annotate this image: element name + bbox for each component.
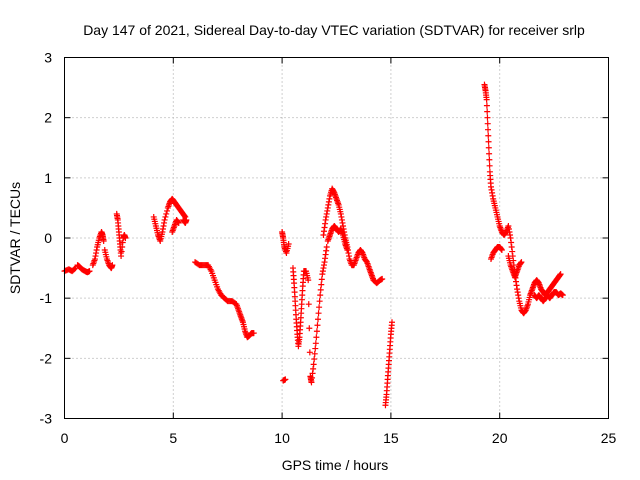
chart-title: Day 147 of 2021, Sidereal Day-to-day VTE… [83, 22, 585, 38]
data-point [305, 301, 312, 308]
x-tick-label: 0 [61, 430, 69, 446]
x-axis-label: GPS time / hours [282, 457, 389, 473]
data-point [485, 126, 492, 133]
data-point [306, 325, 313, 332]
data-point [86, 268, 93, 275]
data-point [317, 292, 324, 299]
data-point [100, 238, 107, 245]
data-point [175, 219, 182, 226]
data-point [518, 259, 525, 266]
data-points [61, 81, 566, 409]
y-tick-labels: -3 -2 -1 0 1 2 3 [40, 50, 53, 427]
data-point [498, 247, 505, 254]
data-point [483, 102, 490, 109]
y-tick-label: -3 [40, 411, 53, 427]
data-point [315, 316, 322, 323]
data-point [486, 162, 493, 169]
data-point [316, 304, 323, 311]
y-tick-label: 2 [44, 110, 52, 126]
data-point [486, 156, 493, 163]
x-tick-label: 10 [274, 430, 290, 446]
data-point [486, 150, 493, 157]
y-tick-label: 3 [44, 50, 52, 66]
data-point [311, 350, 318, 357]
y-tick-label: 0 [44, 230, 52, 246]
data-point [483, 96, 490, 103]
x-tick-label: 25 [601, 430, 617, 446]
data-point [162, 213, 169, 220]
data-point [315, 310, 322, 317]
data-point [109, 262, 116, 269]
data-point [161, 216, 168, 223]
data-point [71, 265, 78, 272]
data-point [312, 345, 319, 352]
y-axis-label: SDTVAR / TECUs [7, 182, 23, 294]
data-point [388, 319, 395, 326]
data-point [318, 276, 325, 283]
data-point [318, 281, 325, 288]
data-point [250, 330, 257, 337]
data-point [317, 286, 324, 293]
x-tick-label: 5 [169, 430, 177, 446]
y-tick-label: -2 [40, 350, 53, 366]
data-point [311, 356, 318, 363]
data-point [306, 349, 313, 356]
data-point [485, 144, 492, 151]
data-point [305, 277, 312, 284]
data-point [559, 292, 566, 299]
data-point [310, 361, 317, 368]
y-tick-label: -1 [40, 290, 53, 306]
data-point [379, 275, 386, 282]
x-tick-label: 20 [492, 430, 508, 446]
plot-frame [64, 57, 609, 419]
data-point [282, 376, 289, 383]
data-point [313, 328, 320, 335]
x-tick-labels: 0 5 10 15 20 25 [61, 430, 617, 446]
data-point [164, 207, 171, 214]
data-point [122, 235, 129, 241]
data-point [557, 271, 564, 278]
data-point [484, 114, 491, 121]
data-point [313, 334, 320, 341]
data-point [323, 244, 330, 251]
data-point [344, 247, 351, 254]
data-point [285, 241, 292, 248]
data-point [163, 210, 170, 217]
data-point [183, 216, 190, 223]
data-point [316, 298, 323, 305]
y-tick-label: 1 [44, 170, 52, 186]
data-point [485, 132, 492, 139]
data-point [484, 108, 491, 115]
data-point [484, 120, 491, 127]
data-point [312, 340, 319, 347]
x-tick-label: 15 [383, 430, 399, 446]
data-point [485, 138, 492, 145]
axis-ticks [64, 57, 609, 419]
data-point [314, 322, 321, 329]
